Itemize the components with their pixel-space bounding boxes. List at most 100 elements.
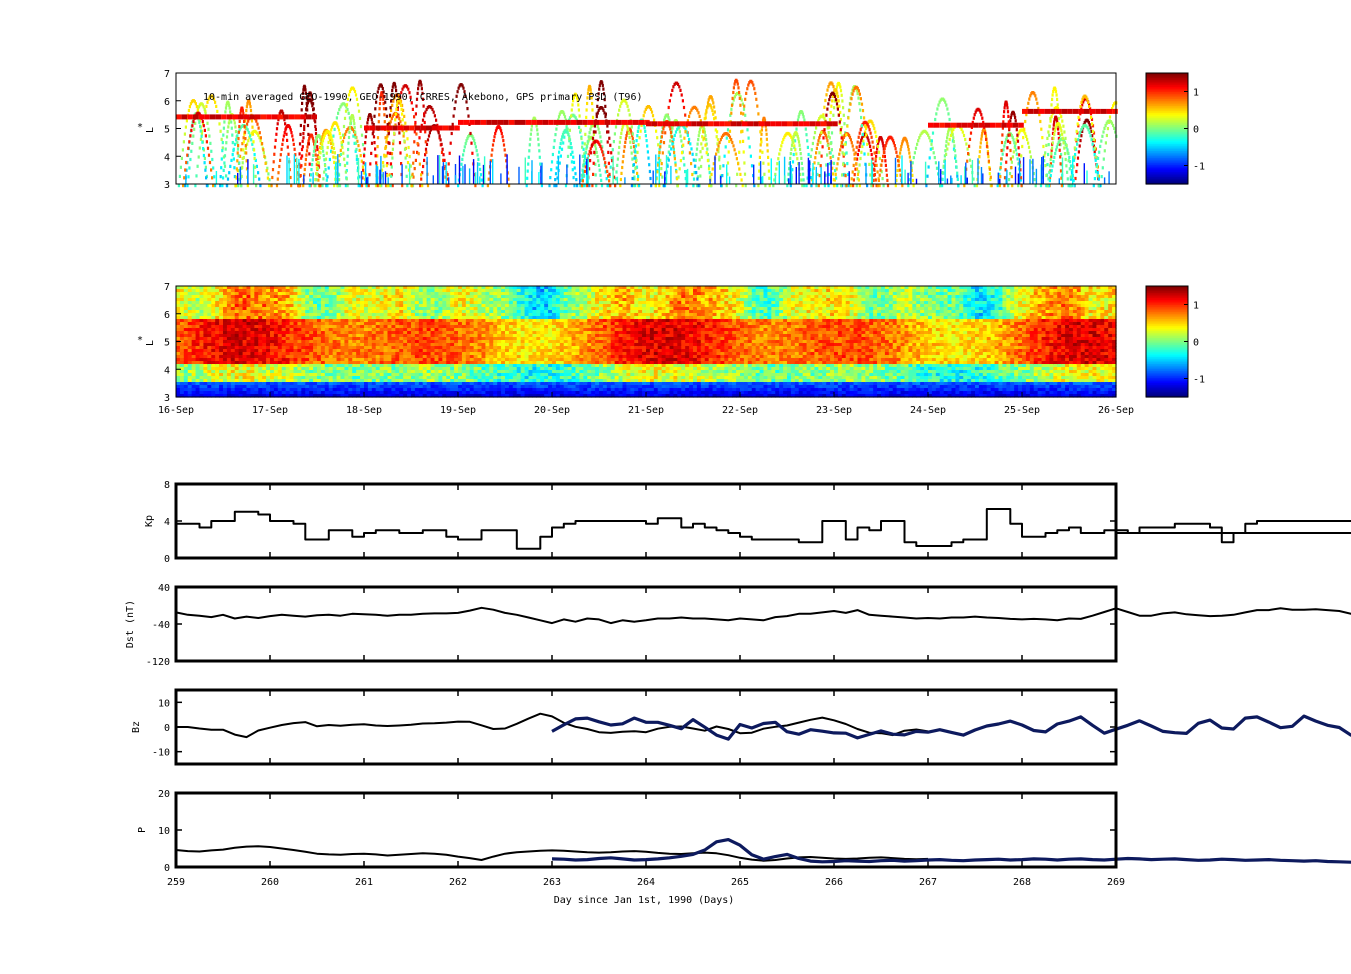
heatmap-cell	[305, 102, 308, 106]
heatmap-cell	[598, 142, 601, 146]
heatmap-cell	[294, 114, 300, 120]
heatmap-cell	[266, 289, 271, 293]
heatmap-cell	[234, 391, 240, 395]
heatmap-cell	[301, 337, 306, 341]
heatmap-cell	[238, 394, 244, 398]
heatmap-cell	[774, 172, 777, 176]
heatmap-cell	[1072, 155, 1075, 159]
heatmap-cell	[440, 150, 444, 154]
heatmap-cell	[402, 131, 405, 135]
heatmap-cell	[588, 184, 591, 188]
heatmap-cell	[309, 319, 314, 323]
heatmap-cell	[254, 394, 259, 398]
heatmap-cell	[797, 140, 801, 144]
heatmap-cell	[726, 161, 730, 165]
heatmap-cell	[211, 343, 216, 347]
heatmap-cell	[273, 304, 279, 308]
heatmap-cell	[953, 149, 957, 153]
heatmap-cell	[422, 164, 425, 169]
heatmap-cell	[598, 83, 601, 88]
heatmap-cell	[423, 114, 426, 118]
heatmap-cell	[1066, 177, 1069, 181]
heatmap-cell	[1006, 106, 1009, 110]
heatmap-cell	[1010, 113, 1013, 117]
heatmap-cell	[270, 382, 275, 386]
heatmap-cell	[358, 116, 362, 120]
heatmap-cell	[560, 147, 564, 151]
heatmap-cell	[293, 322, 299, 326]
heatmap-cell	[491, 148, 494, 152]
heatmap-cell	[195, 370, 201, 374]
heatmap-cell	[392, 125, 398, 131]
heatmap-cell	[591, 136, 595, 140]
heatmap-cell	[946, 136, 949, 140]
heatmap-cell	[982, 173, 984, 184]
heatmap-cell	[313, 316, 318, 320]
heatmap-cell	[199, 385, 205, 389]
heatmap-cell	[742, 112, 745, 116]
heatmap-cell	[964, 137, 967, 142]
heatmap-cell	[250, 292, 255, 296]
colorbar-swatch	[1146, 159, 1188, 163]
heatmap-cell	[250, 343, 255, 347]
heatmap-cell	[234, 286, 240, 290]
heatmap-cell	[696, 108, 699, 112]
heatmap-cell	[730, 107, 733, 111]
heatmap-cell	[845, 184, 848, 188]
heatmap-cell	[187, 394, 193, 398]
heatmap-cell	[230, 364, 236, 368]
heatmap-cell	[416, 91, 419, 95]
heatmap-cell	[215, 286, 220, 290]
heatmap-cell	[209, 141, 212, 145]
heatmap-cell	[282, 112, 285, 116]
heatmap-cell	[633, 148, 636, 152]
heatmap-cell	[211, 301, 216, 305]
heatmap-cell	[250, 337, 255, 341]
heatmap-cell	[608, 172, 611, 176]
heatmap-cell	[258, 346, 263, 350]
heatmap-cell	[843, 122, 846, 126]
heatmap-cell	[1076, 156, 1080, 160]
heatmap-cell	[679, 134, 682, 138]
heatmap-cell	[606, 184, 609, 188]
heatmap-cell	[690, 108, 693, 112]
heatmap-cell	[246, 346, 252, 350]
heatmap-cell	[258, 313, 263, 317]
heatmap-cell	[335, 161, 338, 165]
colorbar-swatch	[1146, 111, 1188, 114]
heatmap-cell	[378, 113, 381, 117]
heatmap-cell	[372, 135, 376, 139]
heatmap-cell	[807, 157, 810, 184]
heatmap-cell	[191, 337, 197, 341]
heatmap-cell	[792, 152, 795, 157]
heatmap-cell	[663, 118, 666, 122]
heatmap-cell	[226, 334, 232, 338]
heatmap-cell	[989, 175, 992, 179]
heatmap-cell	[439, 138, 442, 142]
heatmap-cell	[262, 325, 267, 329]
heatmap-cell	[336, 123, 339, 127]
heatmap-cell	[372, 123, 375, 127]
heatmap-cell	[258, 286, 263, 290]
heatmap-cell	[273, 346, 279, 350]
heatmap-cell	[238, 370, 244, 374]
heatmap-cell	[630, 131, 633, 135]
heatmap-cell	[262, 352, 267, 356]
heatmap-cell	[199, 337, 205, 341]
heatmap-cell	[1053, 129, 1057, 133]
heatmap-cell	[266, 295, 271, 299]
heatmap-cell	[308, 162, 311, 166]
heatmap-cell	[285, 292, 291, 296]
heatmap-cell	[234, 301, 240, 305]
colorbar-swatch	[1146, 81, 1188, 84]
heatmap-cell	[374, 184, 378, 188]
heatmap-cell	[882, 184, 885, 188]
heatmap-cell	[242, 328, 248, 332]
heatmap-cell	[758, 121, 765, 127]
heatmap-cell	[277, 373, 283, 377]
heatmap-cell	[632, 163, 635, 167]
heatmap-cell	[595, 184, 598, 188]
heatmap-cell	[713, 121, 720, 127]
heatmap-cell	[608, 174, 611, 178]
heatmap-cell	[848, 135, 852, 139]
